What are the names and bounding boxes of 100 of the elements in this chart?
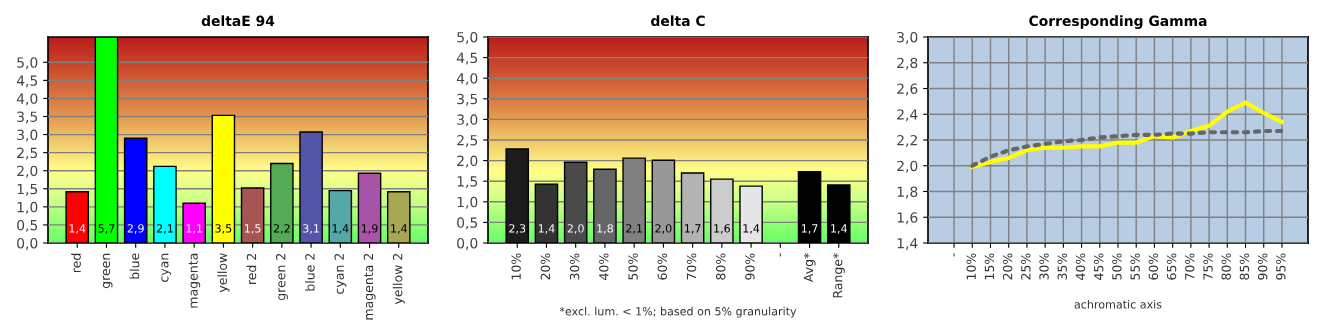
- x-tick-label: 50%: [1112, 253, 1122, 280]
- x-tick-label: 35%: [1057, 253, 1067, 280]
- x-tick-label: green 2: [276, 253, 288, 301]
- x-tick-label: green: [102, 253, 113, 289]
- y-tick-label: 0,5: [17, 219, 38, 232]
- x-tick-label: cyan: [161, 253, 171, 282]
- y-tick-label: 1,6: [897, 212, 918, 225]
- y-tick-label: 4,0: [16, 93, 38, 106]
- x-tick-label: -: [779, 253, 781, 257]
- data-label: 2,9: [127, 224, 144, 234]
- x-tick-label: 70%: [1185, 253, 1195, 280]
- y-tick-label: 1,5: [17, 183, 38, 196]
- y-tick-label: 2,4: [897, 109, 918, 122]
- y-tick-label: 3,5: [457, 93, 478, 106]
- data-label: 2,2: [273, 224, 290, 234]
- y-tick-label: 2,0: [897, 160, 918, 173]
- x-tick-label: Range*: [832, 253, 845, 298]
- line-series: [970, 128, 1285, 168]
- x-tick-label: yellow: [217, 253, 230, 293]
- chart-title: delta C: [651, 15, 705, 27]
- x-tick-label: 75%: [1203, 253, 1213, 280]
- x-tick-label: 85%: [1239, 253, 1250, 280]
- y-tick-label: 0,0: [17, 237, 38, 250]
- y-tick-label: 0,5: [457, 217, 478, 230]
- data-label: 1,6: [714, 224, 730, 234]
- x-tick-label: red 2: [246, 253, 257, 284]
- data-label: 2,3: [509, 224, 526, 234]
- y-tick-label: 2,2: [897, 134, 917, 147]
- x-axis-title: achromatic axis: [1074, 299, 1162, 309]
- data-label: 1,9: [361, 224, 378, 234]
- data-label: 1,1: [186, 224, 202, 234]
- line-series: [970, 100, 1285, 170]
- data-label: 1,5: [245, 224, 261, 234]
- x-tick-label: 50%: [628, 253, 638, 280]
- y-tick-label: 1,0: [457, 196, 478, 209]
- y-tick-label: 1,4: [897, 238, 918, 250]
- x-tick-label: 70%: [686, 253, 697, 280]
- x-tick-label: yellow 2: [392, 253, 405, 305]
- x-tick-label: 95%: [1276, 253, 1286, 280]
- data-label: 2,1: [626, 224, 642, 234]
- x-tick-label: Avg*: [803, 253, 816, 283]
- data-label: 1,8: [597, 224, 613, 234]
- y-tick-label: 3,0: [457, 114, 478, 127]
- data-label: 1,4: [332, 224, 349, 234]
- data-label: 1,4: [743, 224, 760, 234]
- y-tick-label: 2,0: [457, 155, 478, 168]
- chart-title: deltaE 94: [201, 15, 275, 27]
- x-tick-label: 90%: [1257, 253, 1268, 280]
- y-tick-label: 5,0: [457, 31, 478, 44]
- y-tick-label: 2,5: [17, 147, 38, 160]
- x-tick-label: 20%: [1002, 253, 1013, 280]
- data-label: 1,4: [538, 224, 555, 234]
- x-tick-label: 10%: [511, 253, 521, 280]
- y-tick-label: 1,8: [897, 186, 918, 199]
- x-tick-label: 20%: [540, 253, 551, 280]
- data-label: 1,4: [69, 224, 86, 234]
- x-tick-label: blue: [129, 253, 140, 279]
- y-tick-label: 1,0: [17, 201, 38, 214]
- x-tick-label: magenta 2: [363, 253, 376, 320]
- x-tick-label: cyan 2: [334, 253, 347, 294]
- x-tick-label: blue 2: [305, 253, 315, 291]
- data-label: 3,5: [215, 224, 232, 234]
- x-tick-label: 45%: [1093, 253, 1104, 280]
- x-tick-label: 25%: [1021, 253, 1031, 280]
- y-tick-label: 3,0: [17, 129, 38, 142]
- y-tick-label: 4,5: [16, 75, 38, 88]
- x-tick-label: 15%: [984, 253, 995, 280]
- y-tick-label: 2,8: [897, 57, 918, 70]
- x-tick-label: 30%: [569, 253, 580, 280]
- x-tick-label: 40%: [599, 253, 609, 280]
- x-tick-label: 60%: [657, 253, 668, 280]
- x-tick-label: red: [71, 253, 81, 273]
- data-label: 2,0: [567, 224, 584, 234]
- x-tick-label: 30%: [1039, 253, 1049, 280]
- chart-title: Corresponding Gamma: [1029, 15, 1207, 29]
- text: *excl. lum. < 1%; based on 5% granularity: [559, 306, 797, 318]
- data-label: 1,4: [391, 224, 407, 234]
- x-tick-label: -: [953, 253, 955, 257]
- x-tick-label: 90%: [745, 253, 755, 280]
- y-tick-label: 2,5: [457, 134, 478, 147]
- x-tick-label: 40%: [1075, 253, 1086, 280]
- x-tick-label: magenta: [188, 253, 201, 308]
- y-tick-label: 2,0: [17, 165, 38, 178]
- y-tick-label: 0,0: [457, 237, 478, 250]
- x-tick-label: 80%: [716, 253, 726, 280]
- y-tick-label: 1,5: [457, 176, 478, 189]
- x-tick-label: 55%: [1130, 253, 1140, 280]
- data-label: 1,7: [685, 224, 701, 234]
- x-tick-label: 80%: [1221, 253, 1231, 280]
- data-label: 2,0: [655, 224, 672, 234]
- y-tick-label: 2,6: [897, 83, 918, 96]
- y-tick-label: 3,0: [897, 31, 918, 44]
- data-label: 1,7: [801, 224, 818, 234]
- x-tick-label: 60%: [1148, 253, 1159, 280]
- y-tick-label: 4,0: [456, 73, 478, 86]
- y-tick-label: 4,5: [456, 52, 478, 65]
- data-label: 1,4: [831, 224, 847, 234]
- data-label: 5,7: [98, 224, 115, 234]
- data-label: 3,1: [303, 224, 319, 234]
- x-tick-label: 65%: [1166, 253, 1177, 280]
